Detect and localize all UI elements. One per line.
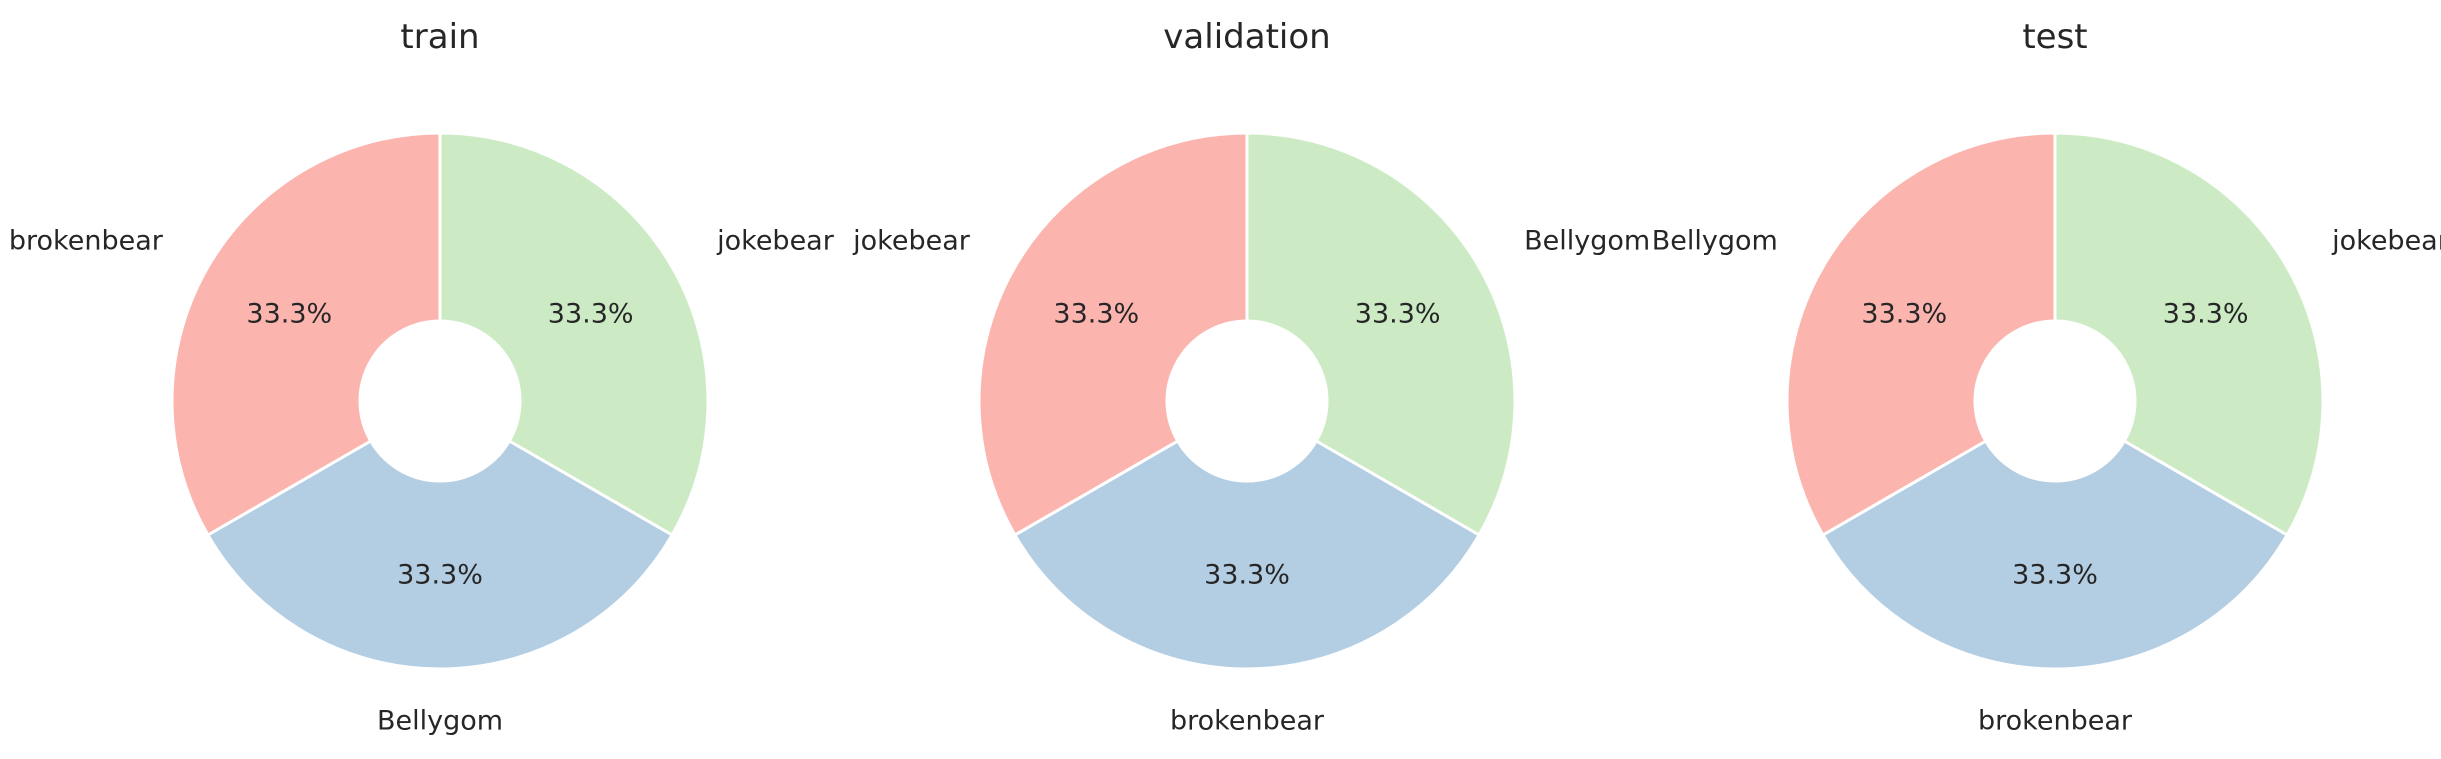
- pie-slice-brokenbear: [1012, 438, 1482, 671]
- pie-category-label: brokenbear: [9, 226, 164, 257]
- pie-slice-brokenbear: [170, 131, 442, 538]
- pie-slice-jokebear: [2053, 131, 2325, 538]
- pie-category-label: Bellygom: [1652, 226, 1778, 257]
- pie-slice-bellygom: [1245, 131, 1517, 538]
- pie-category-label: Bellygom: [1524, 226, 1650, 257]
- pie-category-label: jokebear: [2331, 226, 2441, 257]
- pie-category-label: jokebear: [852, 226, 971, 257]
- pie-value-label: 33.3%: [2163, 299, 2249, 330]
- chart-validation: validation 33.3% Bellygom 33.3% brokenbear 3…: [852, 17, 1650, 737]
- chart-test: test 33.3% jokebear 33.3% brokenbear 33.3% Be…: [1652, 17, 2441, 737]
- pie-value-label: 33.3%: [2012, 560, 2098, 591]
- pie-slice-jokebear: [438, 131, 710, 538]
- pie-slice-jokebear: [977, 131, 1249, 538]
- pie-value-label: 33.3%: [1861, 299, 1947, 330]
- pie-value-label: 33.3%: [1204, 560, 1290, 591]
- pie-category-label: brokenbear: [1978, 706, 2133, 737]
- chart-title: train: [400, 17, 479, 57]
- pie-value-label: 33.3%: [1053, 299, 1139, 330]
- chart-title: validation: [1163, 17, 1330, 57]
- pie-value-label: 33.3%: [548, 299, 634, 330]
- pie-value-label: 33.3%: [246, 299, 332, 330]
- chart-train: train 33.3% jokebear 33.3% Bellygom 33.3% bro…: [9, 17, 835, 737]
- pie-value-label: 33.3%: [397, 560, 483, 591]
- pie-category-label: Bellygom: [377, 706, 503, 737]
- pie-slice-bellygom: [205, 438, 675, 671]
- pie-slice-bellygom: [1785, 131, 2057, 538]
- pie-slice-brokenbear: [1820, 438, 2290, 671]
- pie-category-label: jokebear: [716, 226, 835, 257]
- chart-title: test: [2022, 17, 2087, 57]
- pie-category-label: brokenbear: [1170, 706, 1325, 737]
- pie-value-label: 33.3%: [1355, 299, 1441, 330]
